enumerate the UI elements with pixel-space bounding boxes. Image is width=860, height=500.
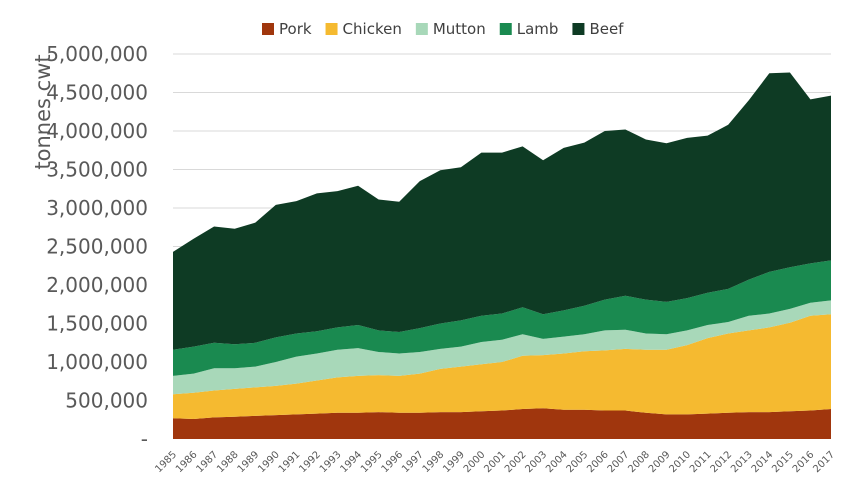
x-tick-label: 2006 bbox=[585, 449, 611, 475]
legend-label-lamb: Lamb bbox=[517, 20, 559, 38]
y-tick-label: 2,000,000 bbox=[46, 273, 148, 297]
x-tick-label: 1986 bbox=[174, 449, 200, 475]
legend-label-mutton: Mutton bbox=[433, 20, 486, 38]
y-tick-label: 1,000,000 bbox=[46, 350, 148, 374]
legend: Pork Chicken Mutton Lamb Beef bbox=[262, 20, 624, 38]
x-tick-label: 2005 bbox=[565, 449, 591, 475]
x-tick-label: 2017 bbox=[811, 449, 837, 475]
y-tick-label: 5,000,000 bbox=[46, 42, 148, 66]
x-tick-label: 2001 bbox=[482, 449, 508, 475]
x-tick-label: 1990 bbox=[256, 449, 282, 475]
legend-label-pork: Pork bbox=[279, 20, 312, 38]
x-tick-label: 2002 bbox=[503, 449, 529, 475]
x-tick-label: 2007 bbox=[606, 449, 632, 475]
x-tick-label: 2003 bbox=[523, 449, 549, 475]
area-series-chicken bbox=[173, 314, 831, 419]
legend-swatch-lamb bbox=[499, 23, 512, 35]
x-tick-label: 2015 bbox=[770, 449, 796, 475]
legend-swatch-mutton bbox=[415, 23, 428, 35]
x-tick-label: 1988 bbox=[215, 449, 241, 475]
area-series-mutton bbox=[173, 300, 831, 395]
legend-swatch-beef bbox=[572, 23, 585, 35]
y-tick-label: - bbox=[141, 427, 148, 451]
area-series-lamb bbox=[173, 260, 831, 376]
x-axis-ticks: 1985198619871988198919901991199219931994… bbox=[153, 449, 837, 475]
x-tick-label: 1991 bbox=[277, 449, 303, 475]
x-tick-label: 2013 bbox=[729, 449, 755, 475]
legend-label-beef: Beef bbox=[589, 20, 624, 38]
y-axis-ticks: - 500,000 1,000,000 1,500,000 2,000,000 2,500… bbox=[46, 42, 148, 451]
y-tick-label: 3,000,000 bbox=[46, 196, 148, 220]
area-series-beef bbox=[173, 72, 831, 350]
y-tick-label: 4,500,000 bbox=[46, 81, 148, 105]
y-tick-label: 2,500,000 bbox=[46, 235, 148, 259]
y-tick-label: 3,500,000 bbox=[46, 158, 148, 182]
x-tick-label: 1996 bbox=[380, 449, 406, 475]
legend-label-chicken: Chicken bbox=[343, 20, 402, 38]
x-tick-label: 1985 bbox=[153, 449, 179, 475]
x-tick-label: 1995 bbox=[359, 449, 385, 475]
legend-swatch-chicken bbox=[325, 23, 338, 35]
x-tick-label: 2011 bbox=[688, 449, 714, 475]
x-tick-label: 1994 bbox=[338, 449, 364, 475]
x-tick-label: 2004 bbox=[544, 449, 570, 475]
x-tick-label: 2012 bbox=[709, 449, 735, 475]
x-tick-label: 2009 bbox=[647, 449, 673, 475]
x-tick-label: 2000 bbox=[462, 449, 488, 475]
x-tick-label: 1989 bbox=[236, 449, 262, 475]
x-tick-label: 1987 bbox=[194, 449, 220, 475]
y-tick-label: 4,000,000 bbox=[46, 119, 148, 143]
area-series-group bbox=[173, 72, 831, 439]
x-tick-label: 1997 bbox=[400, 449, 426, 475]
x-tick-label: 2008 bbox=[626, 449, 652, 475]
x-tick-label: 1992 bbox=[297, 449, 323, 475]
x-tick-label: 2010 bbox=[667, 449, 693, 475]
y-tick-label: 500,000 bbox=[65, 389, 148, 413]
x-tick-label: 1993 bbox=[318, 449, 344, 475]
x-tick-label: 1999 bbox=[441, 449, 467, 475]
x-tick-label: 1998 bbox=[421, 449, 447, 475]
y-axis-label: tonnes cwt bbox=[31, 54, 55, 169]
x-tick-label: 2014 bbox=[750, 449, 776, 475]
area-series-pork bbox=[173, 408, 831, 439]
legend-swatch-pork bbox=[262, 23, 274, 35]
y-tick-label: 1,500,000 bbox=[46, 312, 148, 336]
x-tick-label: 2016 bbox=[791, 449, 817, 475]
